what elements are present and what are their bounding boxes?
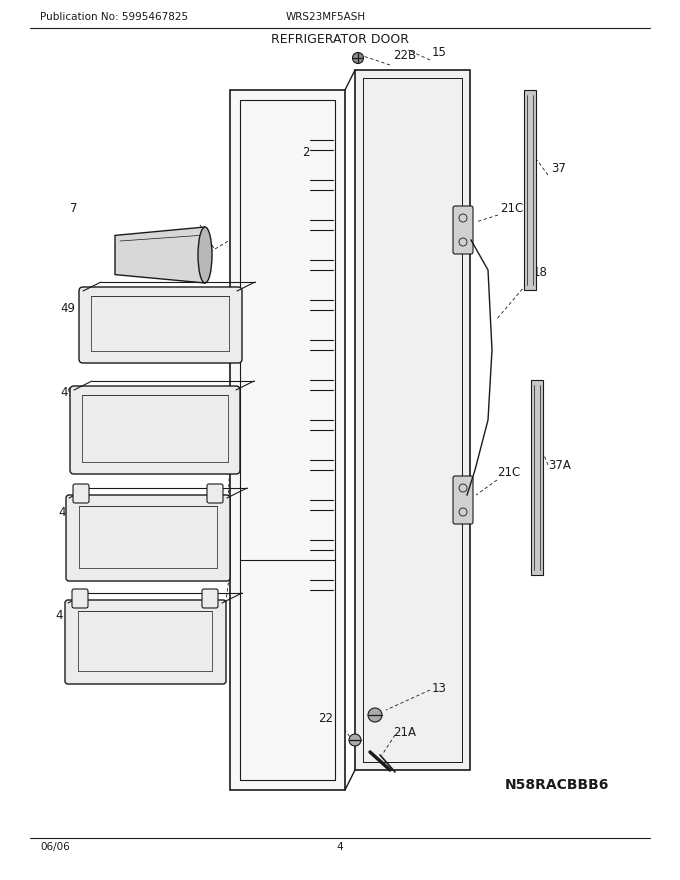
- Text: 22: 22: [318, 712, 333, 724]
- Circle shape: [368, 708, 382, 722]
- Text: 15: 15: [432, 46, 447, 58]
- Polygon shape: [115, 227, 205, 283]
- Text: WRS23MF5ASH: WRS23MF5ASH: [286, 12, 366, 22]
- Text: 21A: 21A: [393, 725, 416, 738]
- FancyBboxPatch shape: [73, 484, 89, 503]
- Ellipse shape: [198, 227, 212, 283]
- FancyBboxPatch shape: [453, 476, 473, 524]
- Text: 4: 4: [337, 842, 343, 852]
- Text: 4: 4: [58, 505, 65, 518]
- Text: REFRIGERATOR DOOR: REFRIGERATOR DOOR: [271, 33, 409, 46]
- Circle shape: [349, 734, 361, 746]
- Text: 7: 7: [70, 202, 78, 215]
- Text: 06/06: 06/06: [40, 842, 70, 852]
- Text: 21C: 21C: [500, 202, 523, 215]
- Bar: [531, 380, 543, 575]
- Text: 4: 4: [55, 608, 63, 621]
- FancyBboxPatch shape: [207, 484, 223, 503]
- FancyBboxPatch shape: [65, 600, 226, 684]
- FancyBboxPatch shape: [66, 495, 230, 581]
- FancyBboxPatch shape: [202, 589, 218, 608]
- Text: 49: 49: [60, 302, 75, 314]
- Polygon shape: [230, 90, 345, 790]
- Text: 22B: 22B: [393, 48, 416, 62]
- Text: N58RACBBB6: N58RACBBB6: [505, 778, 609, 792]
- Text: 37A: 37A: [548, 458, 571, 472]
- Circle shape: [352, 53, 364, 63]
- FancyBboxPatch shape: [79, 287, 242, 363]
- Text: 49: 49: [60, 385, 75, 399]
- Polygon shape: [355, 70, 470, 770]
- FancyBboxPatch shape: [72, 589, 88, 608]
- Text: 37: 37: [551, 162, 566, 174]
- Text: 21C: 21C: [497, 466, 520, 479]
- FancyBboxPatch shape: [453, 206, 473, 254]
- Text: 18: 18: [533, 266, 548, 278]
- FancyBboxPatch shape: [70, 386, 240, 474]
- Text: 13: 13: [432, 681, 447, 694]
- Text: Publication No: 5995467825: Publication No: 5995467825: [40, 12, 188, 22]
- Bar: [524, 90, 536, 290]
- Text: 2: 2: [302, 145, 309, 158]
